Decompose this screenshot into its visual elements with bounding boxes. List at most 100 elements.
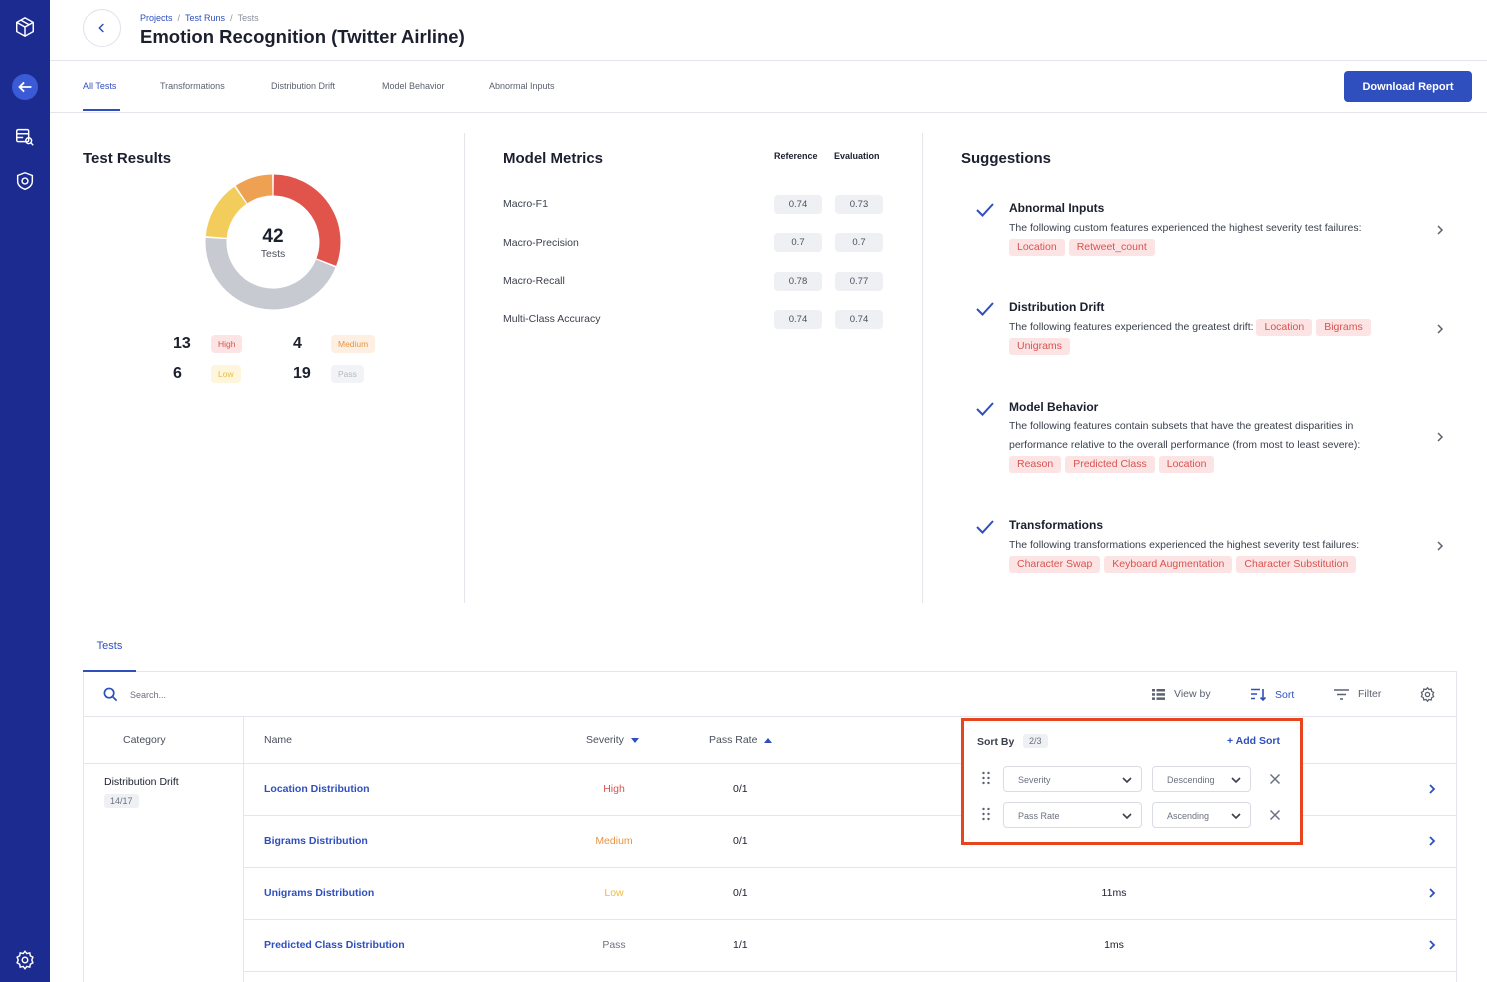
check-icon <box>976 402 994 416</box>
suggestion-title: Distribution Drift <box>1009 300 1105 314</box>
severity-header-label: Severity <box>586 734 624 746</box>
test-name-link[interactable]: Bigrams Distribution <box>264 835 368 847</box>
tab-transformations[interactable]: Transformations <box>160 81 225 91</box>
chevron-down-icon <box>1122 813 1132 820</box>
back-button[interactable] <box>83 9 121 47</box>
suggestion-text: The following features contain subsets t… <box>1009 417 1409 474</box>
logo-icon[interactable] <box>12 14 38 40</box>
column-header-severity[interactable]: Severity <box>586 734 639 746</box>
remove-sort-close-icon[interactable] <box>1269 809 1281 821</box>
column-header-category[interactable]: Category <box>123 734 166 746</box>
chevron-right-icon[interactable] <box>1433 539 1447 553</box>
chevron-right-icon[interactable] <box>1433 322 1447 336</box>
data-search-icon[interactable] <box>12 124 38 150</box>
settings-gear-icon[interactable] <box>1419 686 1436 703</box>
column-header-name[interactable]: Name <box>264 734 293 746</box>
low-count: 6 <box>173 365 182 382</box>
feature-tag: Unigrams <box>1009 338 1070 355</box>
chevron-right-icon[interactable] <box>1433 430 1447 444</box>
breadcrumb-projects[interactable]: Projects <box>140 13 173 23</box>
chevron-right-icon[interactable] <box>1425 886 1439 900</box>
metric-name: Macro-F1 <box>503 198 548 210</box>
table-row[interactable]: Unigrams Distribution Low 0/1 11ms <box>244 868 1456 920</box>
sort-order-value: Ascending <box>1167 811 1210 821</box>
reference-header: Reference <box>774 151 818 161</box>
sort-order-select[interactable]: Ascending <box>1152 802 1251 828</box>
divider <box>464 133 465 603</box>
metric-reference-value: 0.74 <box>774 310 822 329</box>
pass-rate-header-label: Pass Rate <box>709 734 758 746</box>
category-column <box>84 717 244 982</box>
medium-badge: Medium <box>331 335 376 353</box>
pass-segment <box>205 237 336 310</box>
tab-all-tests[interactable]: All Tests <box>83 81 117 91</box>
table-row[interactable]: Predicted Class Distribution Pass 1/1 1m… <box>244 920 1456 972</box>
check-icon <box>976 520 994 534</box>
test-results-title: Test Results <box>83 150 172 167</box>
filter-button[interactable]: Filter <box>1334 688 1381 700</box>
pass-badge: Pass <box>331 365 364 383</box>
tests-table: Search... View by Sort Filter Category N… <box>83 672 1457 982</box>
tab-distribution-drift[interactable]: Distribution Drift <box>271 81 336 91</box>
view-by-button[interactable]: View by <box>1152 688 1211 700</box>
sort-order-select[interactable]: Descending <box>1152 766 1251 792</box>
drag-handle-icon[interactable] <box>981 771 991 785</box>
test-name-link[interactable]: Unigrams Distribution <box>264 887 375 899</box>
add-sort-button[interactable]: + Add Sort <box>1227 735 1280 747</box>
suggestion-description: The following features experienced the g… <box>1009 321 1254 333</box>
search-input[interactable]: Search... <box>130 690 167 700</box>
metric-reference-value: 0.7 <box>774 233 822 252</box>
low-segment <box>205 186 247 239</box>
search-icon <box>103 687 118 702</box>
pass-rate-value: 0/1 <box>733 887 748 899</box>
sort-label: Sort <box>1275 688 1295 701</box>
table-row[interactable]: Bigrams Distribution Medium 0/1 <box>244 816 1456 868</box>
high-count: 13 <box>173 335 191 352</box>
metric-reference-value: 0.74 <box>774 195 822 214</box>
tab-bar: All Tests Transformations Distribution D… <box>50 61 1487 113</box>
sidebar <box>0 0 50 982</box>
drag-handle-icon[interactable] <box>981 807 991 821</box>
shield-icon[interactable] <box>12 168 38 194</box>
suggestion-description: The following features contain subsets t… <box>1009 420 1361 451</box>
sort-button[interactable]: Sort <box>1251 688 1294 701</box>
page-title: Emotion Recognition (Twitter Airline) <box>140 26 465 47</box>
breadcrumb-separator: / <box>230 13 233 23</box>
main-content: Projects / Test Runs / Tests Emotion Rec… <box>50 0 1487 982</box>
chevron-right-icon[interactable] <box>1425 834 1439 848</box>
sort-field-select[interactable]: Pass Rate <box>1003 802 1142 828</box>
breadcrumb-tests: Tests <box>237 13 259 23</box>
transformation-tag: Keyboard Augmentation <box>1104 556 1233 573</box>
pass-rate-value: 0/1 <box>733 783 748 795</box>
remove-sort-close-icon[interactable] <box>1269 773 1281 785</box>
category-name: Distribution Drift <box>104 776 179 788</box>
model-metrics-title: Model Metrics <box>503 150 604 167</box>
settings-gear-icon[interactable] <box>12 947 38 973</box>
metric-evaluation-value: 0.74 <box>835 310 883 329</box>
tab-tests[interactable]: Tests <box>96 640 123 652</box>
tab-model-behavior[interactable]: Model Behavior <box>382 81 445 91</box>
table-row[interactable]: Location Distribution High 0/1 <box>244 764 1456 816</box>
test-name-link[interactable]: Predicted Class Distribution <box>264 939 405 951</box>
chevron-right-icon[interactable] <box>1425 782 1439 796</box>
column-header-pass-rate[interactable]: Pass Rate <box>709 734 773 746</box>
suggestion-title: Model Behavior <box>1009 400 1099 414</box>
divider <box>84 763 1456 764</box>
sort-field-select[interactable]: Severity <box>1003 766 1142 792</box>
breadcrumb-test-runs[interactable]: Test Runs <box>185 13 226 23</box>
check-icon <box>976 203 994 217</box>
high-segment <box>273 174 341 266</box>
chevron-right-icon[interactable] <box>1425 938 1439 952</box>
feature-tag: Location <box>1158 456 1215 473</box>
metric-evaluation-value: 0.7 <box>835 233 883 252</box>
sort-up-icon <box>764 738 773 743</box>
back-arrow-icon[interactable] <box>12 74 38 100</box>
sort-popup: Sort By 2/3 + Add Sort Severity Descendi… <box>961 718 1303 845</box>
download-report-button[interactable]: Download Report <box>1344 71 1472 102</box>
chevron-right-icon[interactable] <box>1433 223 1447 237</box>
filter-label: Filter <box>1358 688 1382 700</box>
suggestions-title: Suggestions <box>961 150 1052 167</box>
test-name-link[interactable]: Location Distribution <box>264 783 370 795</box>
tab-abnormal-inputs[interactable]: Abnormal Inputs <box>489 81 555 91</box>
active-tab-indicator <box>83 670 136 672</box>
